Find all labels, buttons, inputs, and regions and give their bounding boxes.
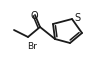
Text: Br: Br — [27, 42, 37, 51]
Text: S: S — [74, 13, 80, 23]
Text: O: O — [30, 11, 38, 21]
